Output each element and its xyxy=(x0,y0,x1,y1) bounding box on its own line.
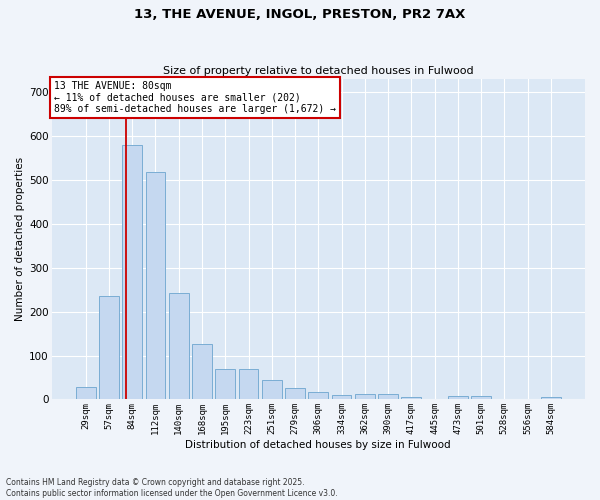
Bar xyxy=(146,172,166,400)
Bar xyxy=(122,145,142,400)
Y-axis label: Number of detached properties: Number of detached properties xyxy=(15,157,25,322)
Text: 13, THE AVENUE, INGOL, PRESTON, PR2 7AX: 13, THE AVENUE, INGOL, PRESTON, PR2 7AX xyxy=(134,8,466,20)
Bar xyxy=(448,396,468,400)
Bar xyxy=(215,368,235,400)
Text: 13 THE AVENUE: 80sqm
← 11% of detached houses are smaller (202)
89% of semi-deta: 13 THE AVENUE: 80sqm ← 11% of detached h… xyxy=(54,80,336,114)
Bar xyxy=(308,392,328,400)
Bar xyxy=(332,394,352,400)
Bar xyxy=(99,296,119,400)
Bar xyxy=(541,397,561,400)
Bar xyxy=(192,344,212,400)
Bar xyxy=(355,394,374,400)
Bar xyxy=(76,387,95,400)
X-axis label: Distribution of detached houses by size in Fulwood: Distribution of detached houses by size … xyxy=(185,440,451,450)
Bar xyxy=(262,380,281,400)
Bar xyxy=(401,397,421,400)
Bar xyxy=(169,293,188,400)
Title: Size of property relative to detached houses in Fulwood: Size of property relative to detached ho… xyxy=(163,66,473,76)
Bar xyxy=(471,396,491,400)
Bar xyxy=(285,388,305,400)
Bar xyxy=(378,394,398,400)
Bar xyxy=(239,368,259,400)
Text: Contains HM Land Registry data © Crown copyright and database right 2025.
Contai: Contains HM Land Registry data © Crown c… xyxy=(6,478,338,498)
